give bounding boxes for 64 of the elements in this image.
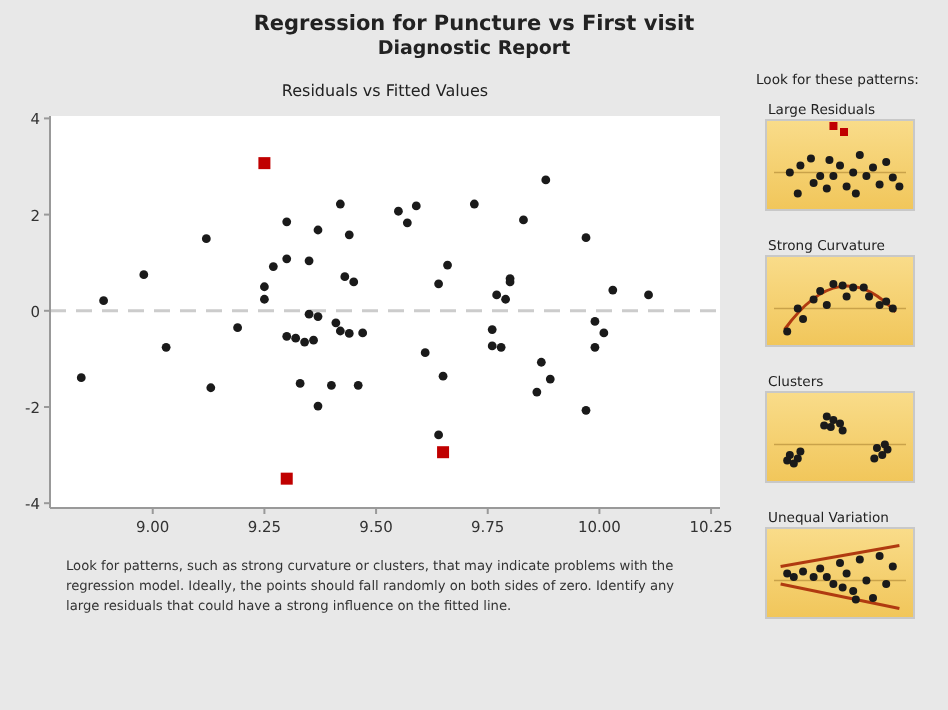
point xyxy=(349,277,359,287)
point xyxy=(99,296,108,306)
point xyxy=(304,256,314,266)
point xyxy=(545,374,555,384)
point xyxy=(469,199,479,209)
point xyxy=(608,285,618,295)
point xyxy=(304,309,314,319)
point xyxy=(644,290,653,300)
point xyxy=(139,270,149,280)
chart-title: Regression for Puncture vs First visit xyxy=(253,12,695,36)
point xyxy=(335,199,345,209)
point xyxy=(291,333,301,343)
point xyxy=(161,342,171,352)
point xyxy=(340,272,350,282)
point xyxy=(590,316,600,326)
point xyxy=(313,225,323,235)
point xyxy=(581,405,591,415)
point xyxy=(358,328,368,338)
point xyxy=(335,326,345,336)
point xyxy=(201,234,211,244)
point xyxy=(258,157,271,170)
point xyxy=(411,201,421,211)
text: Residuals vs Fitted Values xyxy=(281,82,489,100)
point xyxy=(295,379,305,388)
point xyxy=(438,371,448,381)
point xyxy=(206,383,216,393)
point xyxy=(260,282,269,292)
point xyxy=(487,325,497,334)
point xyxy=(353,380,363,390)
point xyxy=(420,348,430,358)
point xyxy=(344,230,354,240)
point xyxy=(519,215,528,225)
point xyxy=(434,279,443,289)
point xyxy=(443,260,452,270)
point xyxy=(268,262,278,271)
point xyxy=(434,430,443,440)
point xyxy=(280,472,293,485)
point xyxy=(282,331,292,341)
chart-subtitle: Diagnostic Report xyxy=(377,38,572,60)
point xyxy=(331,318,341,328)
point xyxy=(313,401,323,411)
point xyxy=(599,328,609,338)
point xyxy=(76,373,86,383)
point xyxy=(581,233,591,243)
point xyxy=(282,217,292,227)
point xyxy=(394,206,403,216)
point xyxy=(487,341,497,351)
point xyxy=(590,342,600,352)
point xyxy=(313,312,323,321)
point xyxy=(437,446,450,459)
point xyxy=(501,294,510,304)
point xyxy=(300,337,309,347)
point xyxy=(402,218,412,228)
point xyxy=(260,294,269,304)
point xyxy=(327,380,336,390)
point xyxy=(496,342,506,352)
point xyxy=(309,335,318,345)
point xyxy=(233,323,242,333)
point xyxy=(344,329,354,338)
point xyxy=(532,387,542,397)
point xyxy=(492,290,502,300)
point xyxy=(536,357,546,367)
point xyxy=(282,254,292,264)
point xyxy=(541,175,551,185)
